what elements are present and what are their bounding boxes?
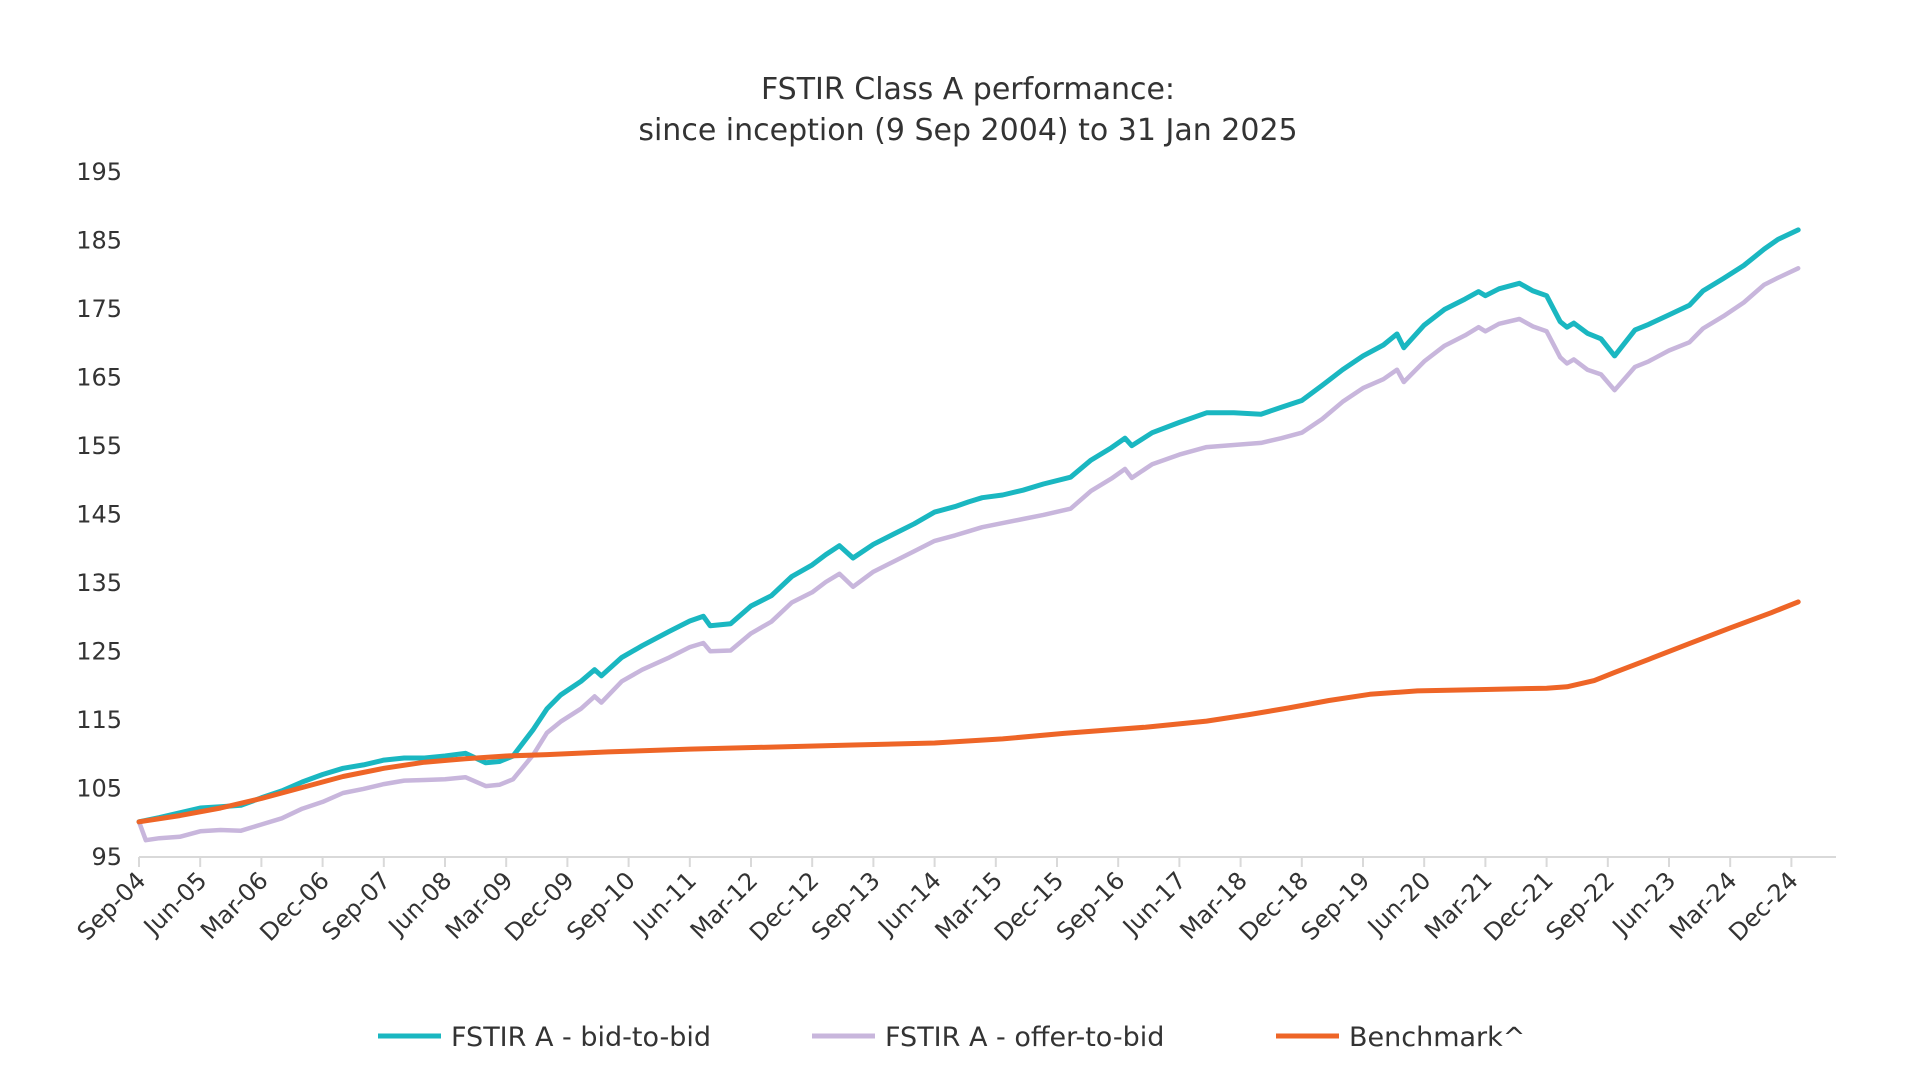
x-tick-label: Sep-16 — [1051, 866, 1131, 946]
x-tick-label: Dec-12 — [744, 866, 824, 946]
legend-label: FSTIR A - bid-to-bid — [451, 1022, 711, 1053]
legend-label: Benchmark^ — [1349, 1022, 1525, 1053]
x-tick-label: Sep-19 — [1296, 866, 1376, 946]
x-tick-label: Sep-13 — [806, 866, 886, 946]
y-tick-label: 105 — [76, 775, 122, 803]
x-tick-label: Dec-24 — [1723, 866, 1803, 946]
series-line-2 — [136, 599, 1801, 825]
y-axis-ticks: 95 105 115 125 135 145 155 165 175 185 195 — [76, 158, 122, 871]
legend: FSTIR A - bid-to-bid FSTIR A - offer-to-b… — [378, 1022, 1525, 1053]
y-tick-label: 125 — [76, 638, 122, 666]
y-tick-label: 195 — [76, 158, 122, 186]
x-tick-label: Dec-21 — [1478, 866, 1558, 946]
x-tick-label: Sep-07 — [317, 866, 397, 946]
x-tick-label: Sep-10 — [561, 866, 641, 946]
chart-subtitle: since inception (9 Sep 2004) to 31 Jan 2… — [638, 113, 1297, 148]
x-tick-label: Sep-04 — [72, 866, 152, 946]
y-tick-label: 95 — [91, 843, 122, 871]
x-tick-label: Sep-22 — [1541, 866, 1621, 946]
y-tick-label: 155 — [76, 432, 122, 460]
legend-label: FSTIR A - offer-to-bid — [885, 1022, 1164, 1053]
x-tick-label: Dec-15 — [989, 866, 1069, 946]
y-tick-label: 135 — [76, 569, 122, 597]
chart-title: FSTIR Class A performance: — [761, 72, 1175, 107]
y-tick-label: 165 — [76, 364, 122, 392]
y-tick-label: 145 — [76, 501, 122, 529]
y-tick-label: 175 — [76, 295, 122, 323]
x-axis-ticks: Sep-04Jun-05Mar-06Dec-06Sep-07Jun-08Mar-… — [72, 857, 1804, 947]
series-line-1 — [136, 266, 1801, 843]
x-tick-label: Dec-09 — [499, 866, 579, 946]
series-line-0 — [136, 227, 1801, 825]
y-tick-label: 115 — [76, 706, 122, 734]
y-tick-label: 185 — [76, 227, 122, 255]
x-tick-label: Dec-06 — [254, 866, 334, 946]
series-layer — [136, 227, 1801, 843]
x-tick-label: Dec-18 — [1234, 866, 1314, 946]
